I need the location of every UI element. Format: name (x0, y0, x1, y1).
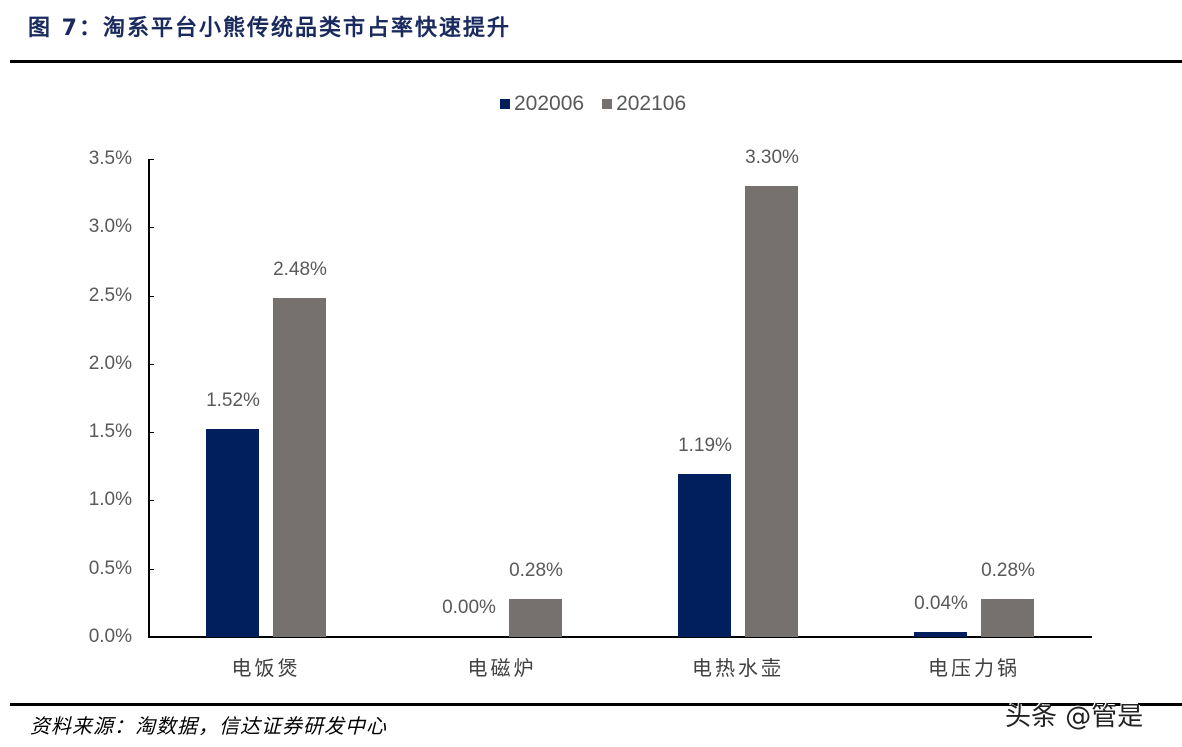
chart-legend: 202006 202106 (500, 92, 686, 116)
y-tick (148, 500, 154, 501)
x-category-label: 电压力锅 (928, 656, 1020, 680)
y-tick-label: 3.0% (88, 216, 132, 237)
y-tick-label: 2.0% (88, 353, 132, 374)
value-label: 1.19% (678, 435, 732, 456)
x-category-label: 电饭煲 (231, 656, 301, 680)
value-label: 1.52% (206, 390, 260, 411)
legend-item-202006: 202006 (500, 92, 584, 116)
legend-label: 202006 (514, 92, 585, 115)
bar-chart: 0.0% 0.5% 1.0% 1.5% 2.0% 2.5% 3.0% 3.5% … (88, 147, 1092, 680)
legend-item-202106: 202106 (602, 92, 686, 116)
y-tick (148, 227, 154, 228)
bar-202106-dianreshuihu (745, 186, 798, 637)
bar-202006-dianfanbao (206, 429, 259, 637)
y-tick-label: 0.0% (88, 626, 132, 647)
bar-202106-dianfanbao (273, 298, 326, 637)
y-tick-label: 2.5% (88, 285, 132, 306)
y-tick-label: 3.5% (88, 148, 132, 169)
value-label: 0.28% (981, 560, 1035, 581)
legend-swatch-202106 (602, 99, 613, 109)
value-label: 0.28% (509, 560, 563, 581)
y-tick (148, 159, 154, 160)
y-axis (148, 159, 150, 638)
legend-label: 202106 (616, 92, 687, 115)
y-tick (148, 296, 154, 297)
x-axis (148, 636, 1092, 638)
y-tick (148, 364, 154, 365)
y-tick-label: 1.0% (88, 489, 132, 510)
bar-202106-diancilu (509, 599, 562, 637)
y-tick-label: 0.5% (88, 558, 132, 579)
bar-202106-dianyaliguo (981, 599, 1034, 637)
bar-202006-dianreshuihu (678, 474, 731, 637)
bar-202006-dianyaliguo (914, 632, 967, 637)
y-tick (148, 637, 154, 638)
value-label: 2.48% (273, 259, 327, 280)
y-tick (148, 432, 154, 433)
y-tick-label: 1.5% (88, 421, 132, 442)
source-note: 资料来源：淘数据，信达证券研发中心 (30, 714, 387, 738)
figure-title: 图 7：淘系平台小熊传统品类市占率快速提升 (28, 16, 511, 41)
x-category-label: 电磁炉 (467, 656, 537, 680)
value-label: 0.04% (914, 593, 968, 614)
legend-swatch-202006 (500, 99, 510, 109)
x-category-label: 电热水壶 (692, 656, 784, 680)
watermark: 头条 @管是 (1005, 702, 1144, 732)
value-label: 3.30% (745, 147, 799, 168)
title-rule (10, 60, 1182, 63)
value-label: 0.00% (442, 597, 496, 618)
y-tick (148, 569, 154, 570)
source-rule (10, 703, 1182, 706)
